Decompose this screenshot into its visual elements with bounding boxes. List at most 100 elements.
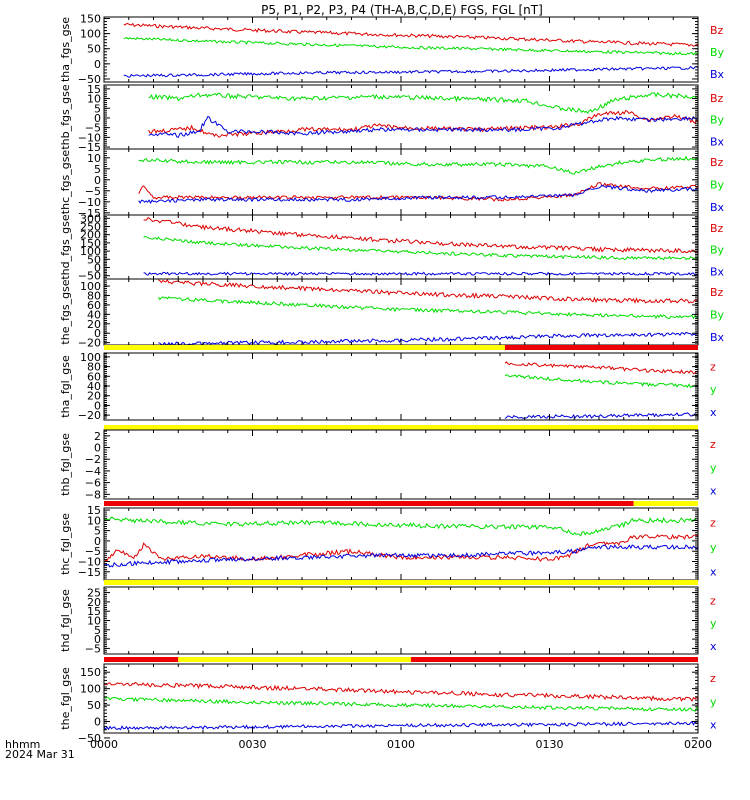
y-tick-label: 100 [80,351,101,364]
legend-z: z [710,672,716,685]
y-axis-label: tha_fgs_gse [59,17,72,82]
legend-Bz: Bz [710,156,724,169]
series-z [504,361,699,375]
y-tick-label: −50 [78,270,101,283]
panel-the_fgl_gse: 150 100 50 0 −50 the_fgl_gse zyx [59,657,717,745]
series-By [148,91,699,115]
y-tick-label: −5 [85,642,101,655]
legend-Bx: Bx [710,135,725,148]
y-tick-label: 20 [87,390,101,403]
legend-Bx: Bx [710,68,725,81]
y-tick-label: −4 [85,465,101,478]
y-tick-label: −20 [78,337,101,350]
y-tick-label: 100 [80,28,101,41]
series-x [504,412,699,419]
y-tick-label: 20 [87,318,101,331]
legend-x: x [710,640,717,653]
series-By [143,235,698,261]
y-tick-label: 25 [87,587,101,600]
y-tick-label: 100 [80,245,101,258]
y-tick-label: 150 [80,13,101,26]
y-tick-label: 50 [87,43,101,56]
y-tick-label: −8 [85,488,101,501]
y-tick-label: −10 [78,555,101,568]
series-y [104,516,699,537]
y-tick-label: −10 [78,131,101,144]
legend-x: x [710,485,717,498]
legend-y: y [710,695,717,708]
series-Bx [148,115,699,139]
y-tick-label: −5 [85,185,101,198]
y-tick-label: 60 [87,370,101,383]
y-tick-label: −5 [85,545,101,558]
y-tick-label: 10 [87,93,101,106]
series-By [138,155,699,175]
y-tick-label: 2 [94,430,101,443]
panel-frame [103,586,699,655]
series-Bx [138,184,699,205]
panel-thb_fgl_gse: 20−2−4−6−8 thb_fgl_gse zyx [59,425,717,501]
legend-By: By [710,244,725,257]
y-tick-label: 0 [94,535,101,548]
series-By [123,36,699,56]
y-tick-label: −15 [78,141,101,154]
series-Bz [148,109,699,138]
y-tick-label: 0 [94,633,101,646]
y-tick-label: 200 [80,229,101,242]
y-tick-label: −15 [78,566,101,579]
y-tick-label: 5 [94,525,101,538]
legend-By: By [710,114,725,127]
legend-x: x [710,565,717,578]
legend-x: x [710,719,717,732]
mode-bar-segment [410,657,698,662]
x-tick-label: 0100 [387,738,415,751]
x-tick-label: 0030 [239,738,267,751]
y-tick-label: 15 [87,504,101,517]
panel-frame [103,214,699,280]
legend-By: By [710,179,725,192]
legend-Bx: Bx [710,331,725,344]
y-tick-label: 80 [87,290,101,303]
y-tick-label: 80 [87,361,101,374]
series-Bx [158,331,699,346]
panel-frame [103,278,699,346]
y-axis-label: thc_fgs_gse [59,150,72,215]
y-tick-label: 20 [87,596,101,609]
legend-y: y [710,541,717,554]
y-tick-label: −5 [85,122,101,135]
y-axis-label: thc_fgl_gse [59,513,72,575]
y-axis-label: tha_fgl_gse [59,355,72,418]
legend-z: z [710,438,716,451]
series-Bx [123,65,699,78]
y-tick-label: 300 [80,212,101,225]
y-tick-label: 100 [80,683,101,696]
mode-bar-segment [104,580,698,585]
x-tick-label: 0000 [90,738,118,751]
panel-frame [103,352,699,421]
y-tick-label: 0 [94,442,101,455]
mode-bar-segment [104,345,505,350]
y-tick-label: 5 [94,624,101,637]
legend-Bz: Bz [710,24,724,37]
y-tick-label: 5 [94,102,101,115]
legend-y: y [710,461,717,474]
legend-Bz: Bz [710,92,724,105]
y-tick-label: 0 [94,262,101,275]
y-tick-label: −2 [85,453,101,466]
legend-Bx: Bx [710,265,725,278]
legend-Bz: Bz [710,286,724,299]
series-Bz [143,216,699,254]
series-Bx [143,271,699,276]
panel-frame [103,663,699,734]
panel-tha_fgs_gse: 150 100 50 0 −50 tha_fgs_gse Bz By Bx [59,13,725,86]
legend-Bx: Bx [710,201,725,214]
legend-y: y [710,617,717,630]
y-tick-label: 150 [80,237,101,250]
x-axis-label-unit: hhmm [5,738,40,751]
mode-bar-segment [104,501,634,506]
series-x [103,544,699,568]
